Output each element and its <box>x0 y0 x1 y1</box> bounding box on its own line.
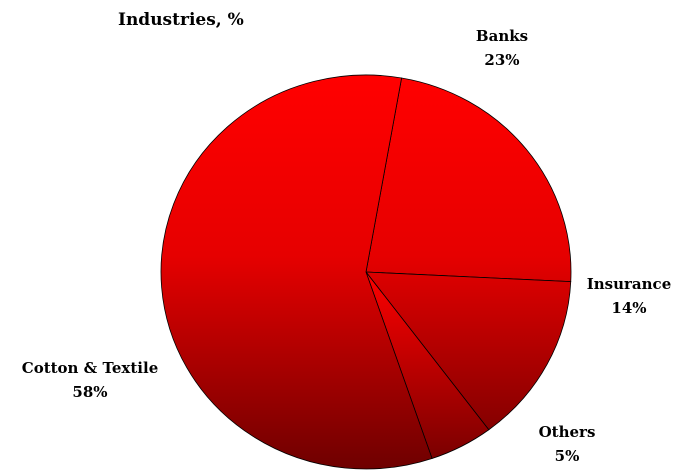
slice-label-cotton-textile-name: Cotton & Textile <box>21 359 159 377</box>
pie-slice-insurance <box>365 271 572 431</box>
slice-label-insurance-name: Insurance <box>586 275 672 293</box>
slice-label-banks: Banks 23% <box>476 24 528 72</box>
pie-slices <box>160 74 572 470</box>
slice-label-others-value: 5% <box>554 447 580 465</box>
slice-label-cotton-textile-value: 58% <box>72 383 108 401</box>
chart-title: Industries, % <box>118 10 244 30</box>
slice-label-banks-name: Banks <box>475 27 529 45</box>
slice-label-insurance: Insurance 14% <box>587 272 671 320</box>
slice-label-others: Others 5% <box>539 420 596 468</box>
slice-label-cotton-textile: Cotton & Textile 58% <box>22 356 159 404</box>
slice-label-insurance-value: 14% <box>611 299 647 317</box>
slice-label-banks-value: 23% <box>484 51 520 69</box>
slice-label-others-name: Others <box>538 423 596 441</box>
pie-slice-banks <box>365 77 572 283</box>
pie-slice-cotton-textile <box>160 74 433 470</box>
